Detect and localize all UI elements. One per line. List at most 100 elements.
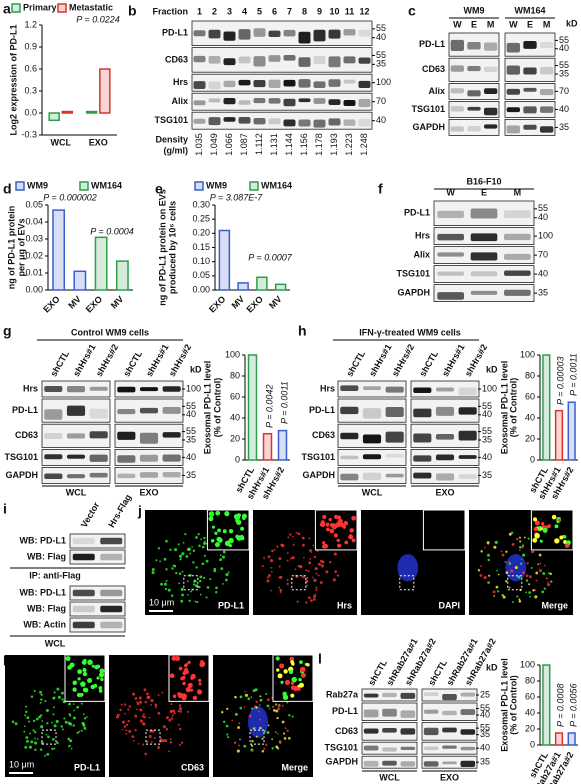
marker-label: 35 <box>538 287 548 297</box>
inset-puncta <box>336 538 340 543</box>
band <box>268 98 281 104</box>
puncta <box>168 750 171 753</box>
puncta <box>277 732 279 735</box>
puncta <box>266 576 269 579</box>
row-label: TSG101 <box>324 743 358 753</box>
marker-label: 25 <box>480 689 490 699</box>
inset-puncta <box>215 510 221 516</box>
y-tick-label: 0.02 <box>25 250 43 260</box>
band <box>298 119 311 127</box>
puncta <box>236 749 240 753</box>
x-tick-label: MV <box>230 294 247 311</box>
inset-puncta <box>171 655 177 661</box>
marker-label: 40 <box>480 709 490 719</box>
puncta <box>281 544 285 548</box>
puncta <box>306 584 308 587</box>
bar <box>567 732 576 746</box>
band <box>484 88 498 95</box>
band <box>506 42 520 53</box>
inset-puncta <box>98 686 103 690</box>
band <box>100 621 123 629</box>
band <box>72 553 95 561</box>
puncta <box>52 713 55 716</box>
band <box>340 455 359 460</box>
puncta <box>145 740 149 743</box>
inset-puncta <box>87 659 93 666</box>
inset-puncta <box>337 515 342 520</box>
puncta <box>259 718 262 721</box>
lane-label: 12 <box>359 6 369 16</box>
marker-label: 55 <box>482 401 492 411</box>
inset-puncta <box>214 542 220 548</box>
row-label: WB: Actin <box>23 619 66 629</box>
puncta <box>312 576 314 579</box>
density-value: 1.049 <box>209 133 219 156</box>
lane-label: E <box>471 19 477 29</box>
inset-puncta <box>300 666 306 673</box>
puncta <box>121 720 126 724</box>
x-tick-label: EXO <box>244 294 265 315</box>
puncta <box>76 731 79 734</box>
row-label: PD-L1 <box>309 405 335 415</box>
puncta <box>193 583 196 586</box>
row-label: GAPDH <box>5 470 38 480</box>
puncta <box>128 705 132 708</box>
band <box>458 474 477 479</box>
legend-label: WM164 <box>261 180 292 190</box>
puncta <box>277 747 280 750</box>
puncta <box>303 556 305 559</box>
band <box>363 709 379 718</box>
marker-label: 40 <box>538 212 548 222</box>
lane-label: 8 <box>302 6 307 16</box>
band <box>66 454 86 459</box>
puncta <box>142 722 146 726</box>
puncta <box>238 744 241 747</box>
band <box>540 42 554 49</box>
band <box>89 454 108 462</box>
puncta <box>274 731 277 734</box>
inset-puncta <box>80 681 86 687</box>
band <box>450 39 464 52</box>
band <box>385 407 404 418</box>
puncta <box>73 716 76 720</box>
inset-puncta <box>211 525 215 529</box>
band <box>385 473 404 478</box>
puncta <box>529 595 531 598</box>
y-tick-label: 0 <box>530 454 535 464</box>
puncta <box>239 695 243 699</box>
band <box>362 434 382 444</box>
band <box>343 100 356 106</box>
y-axis-title: Exosomal PD-L1 level <box>499 361 509 455</box>
inset-puncta <box>282 691 287 697</box>
roi-box <box>183 575 199 591</box>
puncta <box>243 744 247 748</box>
marker-label: 35 <box>480 729 490 739</box>
puncta <box>47 735 50 739</box>
puncta <box>291 715 294 718</box>
puncta <box>266 698 270 702</box>
inset-puncta <box>87 677 93 684</box>
density-value: 1.035 <box>194 133 204 156</box>
inset-puncta <box>169 673 175 679</box>
row-label: TSG101 <box>154 115 188 125</box>
puncta <box>138 696 142 700</box>
puncta <box>139 719 143 723</box>
lane-label: shCTL <box>121 349 144 379</box>
lane-label: shCTL <box>344 349 367 379</box>
puncta <box>194 600 197 603</box>
puncta <box>531 550 534 554</box>
band <box>362 454 382 460</box>
puncta <box>181 593 184 597</box>
puncta <box>23 730 26 733</box>
p-value: P = 0.0007 <box>248 252 292 262</box>
puncta <box>118 714 121 716</box>
puncta <box>267 724 270 727</box>
puncta <box>125 729 128 732</box>
x-tick-label: EXO <box>84 294 105 315</box>
puncta <box>537 563 539 566</box>
panel-letter: d <box>3 181 12 197</box>
puncta <box>213 567 217 571</box>
nucleus <box>248 706 268 738</box>
inset-puncta <box>293 685 298 691</box>
band <box>358 98 371 108</box>
